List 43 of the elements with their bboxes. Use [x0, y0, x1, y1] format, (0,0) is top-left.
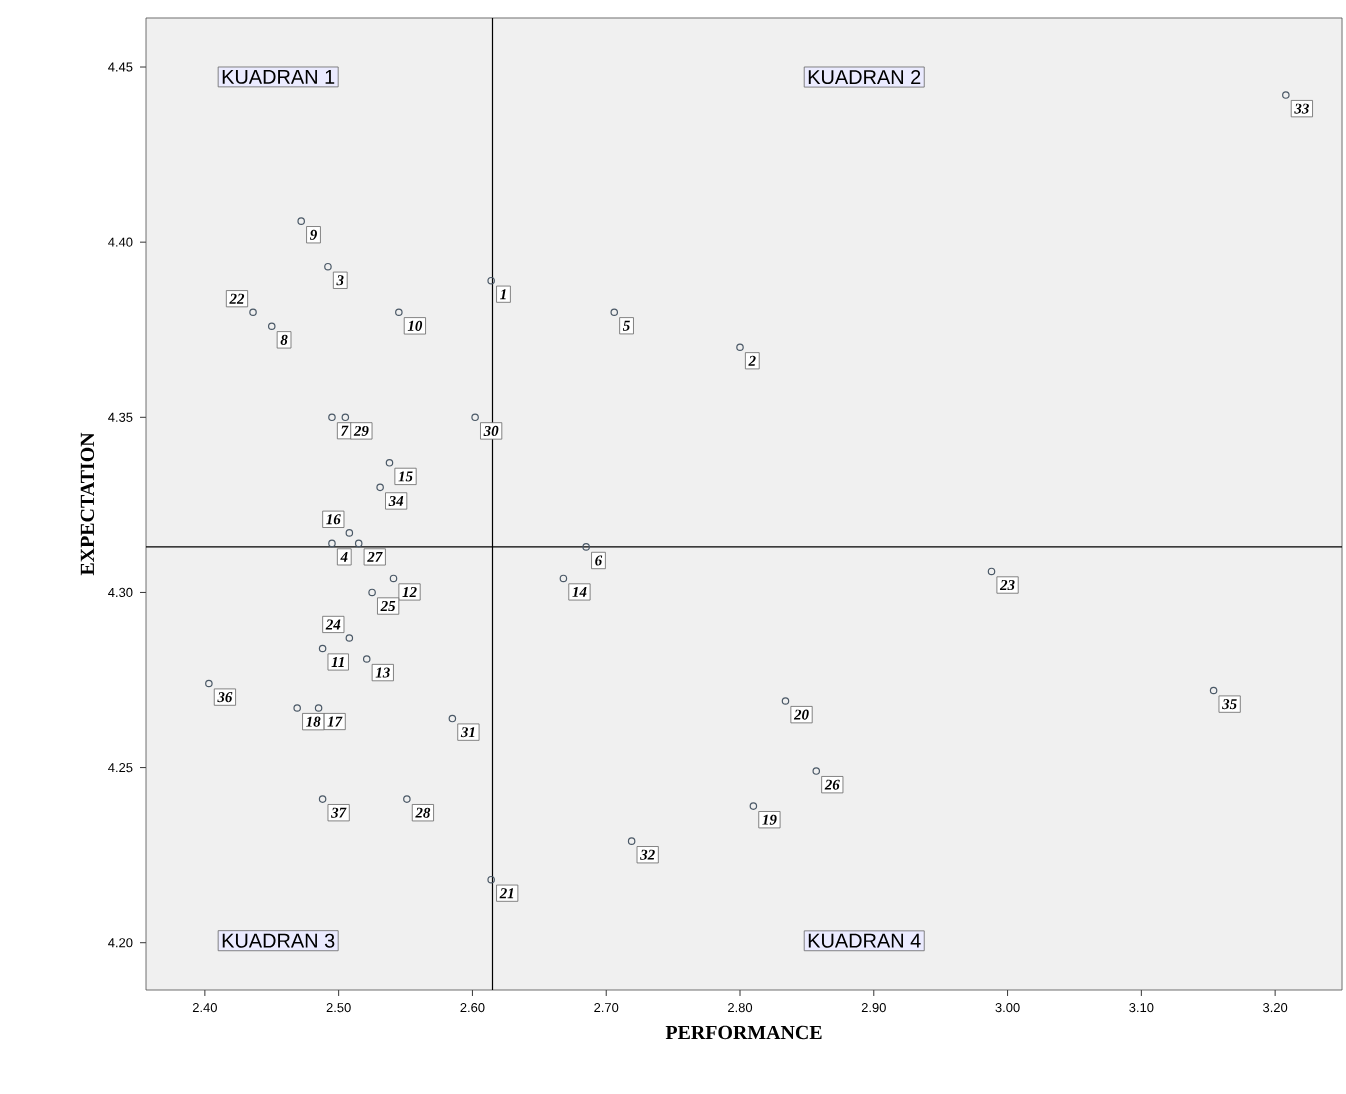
point [559, 574, 568, 583]
point [395, 308, 403, 317]
point [297, 217, 305, 225]
point [582, 543, 590, 551]
annotation: KUADRAN 4 [808, 933, 921, 948]
annotation: KUADRAN 2 [808, 69, 921, 85]
point [610, 308, 619, 317]
annotation: KUADRAN 3 [222, 933, 335, 948]
point [987, 567, 996, 576]
point [354, 539, 363, 548]
point [328, 539, 336, 548]
point [736, 343, 744, 352]
point [448, 714, 457, 723]
point [345, 634, 354, 642]
point [389, 574, 398, 583]
point [376, 483, 384, 492]
annotation: KUADRAN 1 [222, 69, 335, 84]
y-axis-title: EXPECTATION [80, 432, 95, 576]
point [318, 644, 327, 653]
point [627, 837, 636, 845]
point [403, 795, 411, 803]
point [487, 276, 495, 285]
point [328, 413, 336, 422]
point [1282, 91, 1290, 99]
point [314, 704, 323, 712]
point [368, 588, 376, 597]
point [781, 697, 790, 705]
point [341, 413, 350, 422]
point [362, 655, 371, 663]
point [205, 679, 213, 688]
x-axis-title: PERFORMANCE [665, 1025, 822, 1040]
point [267, 322, 276, 331]
point [487, 875, 495, 884]
point [249, 308, 257, 317]
point [1209, 686, 1218, 695]
point [318, 795, 327, 803]
point [471, 413, 479, 422]
point [749, 802, 758, 810]
point [345, 529, 354, 537]
point [812, 767, 821, 775]
point [385, 459, 394, 467]
point [324, 262, 332, 271]
point [293, 704, 301, 712]
